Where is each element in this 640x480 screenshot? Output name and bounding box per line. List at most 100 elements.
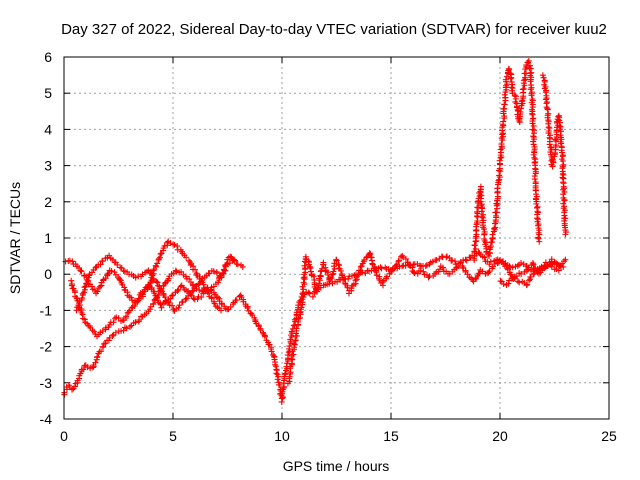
data-point xyxy=(178,268,185,275)
data-point xyxy=(128,304,135,311)
y-tick-label: 4 xyxy=(44,121,52,137)
data-point xyxy=(516,279,523,286)
data-point xyxy=(513,104,520,111)
data-point xyxy=(337,267,344,274)
data-point xyxy=(62,258,69,265)
data-point xyxy=(295,302,302,309)
data-point xyxy=(366,250,373,257)
data-point xyxy=(436,266,443,273)
data-point xyxy=(154,279,161,286)
data-point xyxy=(518,259,525,266)
data-point xyxy=(109,332,116,339)
data-point xyxy=(328,274,335,281)
data-point xyxy=(281,371,288,378)
data-point xyxy=(123,325,130,332)
data-point xyxy=(295,315,302,322)
data-point xyxy=(244,304,251,311)
data-point xyxy=(479,268,486,275)
data-point xyxy=(158,304,165,311)
data-point xyxy=(156,254,163,261)
data-point xyxy=(307,265,314,272)
data-point xyxy=(555,267,562,274)
data-point xyxy=(395,258,402,265)
x-axis-label: GPS time / hours xyxy=(283,458,390,474)
data-point xyxy=(541,265,548,272)
data-point xyxy=(496,257,503,264)
data-point xyxy=(369,260,376,267)
data-point xyxy=(291,340,298,347)
data-point xyxy=(500,130,507,137)
data-point xyxy=(81,316,88,323)
data-point xyxy=(155,282,162,289)
data-point xyxy=(213,270,220,277)
data-point xyxy=(497,278,504,285)
data-point xyxy=(559,149,566,156)
data-point xyxy=(139,291,146,298)
y-tick-label: -4 xyxy=(40,411,53,427)
data-point xyxy=(500,118,507,125)
data-point xyxy=(478,213,485,220)
data-point xyxy=(367,251,374,258)
data-point xyxy=(535,270,542,277)
data-point xyxy=(529,260,536,267)
data-point xyxy=(248,310,255,317)
data-point xyxy=(333,257,340,264)
data-point xyxy=(227,253,234,260)
data-point xyxy=(526,277,533,284)
data-point xyxy=(506,66,513,73)
data-point xyxy=(150,267,157,274)
data-point xyxy=(462,256,469,263)
data-point xyxy=(296,314,303,321)
data-point xyxy=(217,307,224,314)
data-point xyxy=(438,253,445,260)
data-point xyxy=(198,294,205,301)
y-tick-label: -1 xyxy=(40,302,53,318)
data-point xyxy=(136,317,143,324)
data-point xyxy=(284,352,291,359)
data-point xyxy=(112,329,119,336)
data-point xyxy=(422,263,429,270)
data-point xyxy=(392,262,399,269)
data-point xyxy=(414,270,421,277)
data-point xyxy=(274,376,281,383)
data-point xyxy=(81,286,88,293)
data-point xyxy=(478,208,485,215)
data-point xyxy=(126,323,133,330)
data-point xyxy=(261,333,268,340)
data-point xyxy=(306,290,313,297)
data-point xyxy=(344,284,351,291)
data-point xyxy=(171,241,178,248)
data-point xyxy=(195,281,202,288)
data-point xyxy=(550,156,557,163)
data-point xyxy=(402,255,409,262)
data-point xyxy=(300,286,307,293)
data-point xyxy=(479,205,486,212)
data-point xyxy=(79,295,86,302)
data-point xyxy=(486,268,493,275)
data-point xyxy=(92,359,99,366)
data-point xyxy=(452,258,459,265)
data-point xyxy=(234,261,241,268)
data-point xyxy=(168,292,175,299)
data-point xyxy=(544,106,551,113)
data-point xyxy=(410,269,417,276)
x-tick-label: 15 xyxy=(383,428,399,444)
data-point xyxy=(87,365,94,372)
x-tick-label: 20 xyxy=(492,428,508,444)
data-point xyxy=(192,266,199,273)
data-point xyxy=(541,78,548,85)
tick-labels: 0 5 10 15 20 25 -4 -3 -2 -1 0 1 2 3 4 5 6 xyxy=(40,49,617,444)
data-point xyxy=(100,340,107,347)
data-point xyxy=(524,281,531,288)
data-point xyxy=(153,278,160,285)
data-point xyxy=(514,262,521,269)
data-point xyxy=(439,264,446,271)
data-point xyxy=(117,264,124,271)
data-point xyxy=(528,92,535,99)
data-point xyxy=(457,259,464,266)
data-point xyxy=(299,290,306,297)
data-point xyxy=(449,257,456,264)
data-point xyxy=(110,319,117,326)
data-point xyxy=(290,351,297,358)
data-point xyxy=(493,200,500,207)
